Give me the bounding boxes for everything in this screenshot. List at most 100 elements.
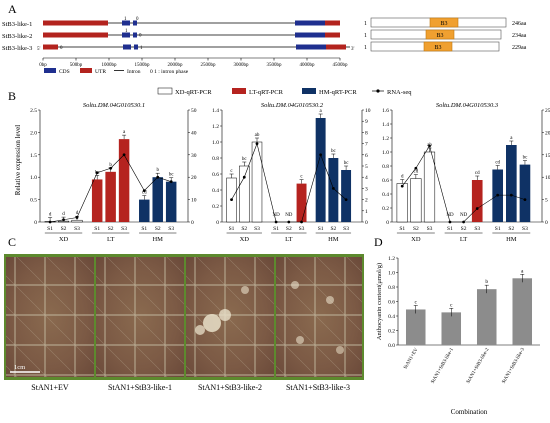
cds-block <box>295 32 325 38</box>
legend-xd-label: XD-qRT-PCR <box>175 89 212 96</box>
significance-label: cd <box>475 171 480 176</box>
y-tick-label-right: 25 <box>545 108 550 114</box>
rnaseq-point <box>331 187 335 190</box>
y-tick-label-left: 0.8 <box>382 164 389 170</box>
x-tick-label: StAN1+StB3-like-3 <box>502 347 527 385</box>
panel-label-b: B <box>8 89 16 103</box>
expression-bar <box>519 164 531 222</box>
significance-label: bc <box>331 149 337 154</box>
expression-bar <box>423 151 436 223</box>
panel-b-legend: XD-qRT-PCR LT-qRT-PCR HM-qRT-PCR RNA-seq <box>157 87 412 96</box>
rnaseq-point <box>242 175 246 179</box>
expression-bar <box>296 183 307 222</box>
significance-label: ND <box>460 213 468 218</box>
x-tick-label: S1 <box>229 226 235 232</box>
y-tick-label-left: 2.0 <box>30 130 37 136</box>
cds-block <box>295 20 325 26</box>
intron-phase: 0 <box>136 17 139 22</box>
rnaseq-point <box>95 171 99 175</box>
y-tick-label-right: 0 <box>191 220 194 226</box>
legend-utr-label: UTR <box>95 69 106 75</box>
y-tick-label: 0.2 <box>388 329 395 335</box>
photo-label-1: StAN1+EV <box>31 383 69 392</box>
cds-block <box>122 32 130 38</box>
legend-lt-swatch <box>232 88 246 94</box>
scale-bar-label: 1cm <box>14 364 25 371</box>
x-tick-label: S2 <box>108 226 114 232</box>
y-tick-label-left: 1.6 <box>382 108 389 114</box>
utr-block <box>326 44 346 50</box>
infiltration-spot <box>296 336 304 344</box>
rnaseq-point <box>319 153 323 157</box>
cds-block <box>133 32 137 38</box>
scale-tick-label: 3000bp <box>234 63 250 68</box>
expression-bar <box>71 219 83 223</box>
cds-block <box>122 20 130 26</box>
significance-label: bc <box>242 157 248 162</box>
utr-block <box>43 32 108 38</box>
y-tick-label-right: 10 <box>545 175 550 181</box>
rnaseq-point <box>62 218 65 222</box>
infiltration-spot <box>195 325 205 335</box>
rnaseq-point <box>274 220 278 224</box>
x-tick-label: S2 <box>330 226 336 232</box>
significance-label: cd <box>413 170 418 175</box>
significance-label: cd <box>495 161 500 166</box>
significance-label: cd <box>142 191 147 196</box>
expression-bar <box>396 183 408 223</box>
significance-label: a <box>320 109 323 114</box>
x-tick-label: S2 <box>155 226 161 232</box>
significance-label: ab <box>255 133 260 138</box>
x-tick-label: S2 <box>61 226 67 232</box>
legend-cds-swatch <box>44 68 56 73</box>
significance-label: a <box>510 136 513 141</box>
cds-block <box>133 20 137 26</box>
significance-label: bc <box>344 161 350 166</box>
b3-domain-2 <box>425 29 455 40</box>
utr-end-label: 3' <box>351 47 355 52</box>
rnaseq-point <box>156 175 160 179</box>
y-tick-label-right: 0 <box>365 220 368 226</box>
y-tick-label-left: 0 <box>216 220 219 226</box>
significance-label: d <box>62 212 65 217</box>
x-tick-label: S1 <box>495 226 501 232</box>
expression-bar <box>118 139 130 222</box>
intron-phase: 0 <box>60 46 63 51</box>
gene-label-3: StB3-like-3 <box>2 45 32 52</box>
chart-title: Soltu.DM.04G010530.3 <box>436 102 499 109</box>
infiltration-spot <box>291 281 299 289</box>
y-tick-label-left: 1.5 <box>30 153 37 159</box>
significance-label: ND <box>446 213 454 218</box>
y-tick-label: 1.0 <box>388 271 395 277</box>
y-tick-label: 0.0 <box>388 343 395 349</box>
y-tick-label-right: 4 <box>365 175 368 181</box>
rnaseq-point <box>448 220 452 224</box>
rnaseq-point <box>414 166 418 170</box>
expression-bar <box>410 178 422 223</box>
gene-structure-panel: StB3-like-1 StB3-like-2 StB3-like-3 1 0 … <box>2 17 527 75</box>
rnaseq-point <box>75 216 79 219</box>
y-tick-label-left: 0.5 <box>30 198 37 204</box>
rnaseq-point <box>496 193 500 197</box>
rnaseq-point <box>462 220 465 224</box>
y-tick-label-right: 50 <box>191 108 197 114</box>
expression-bar <box>506 145 517 222</box>
y-tick-label-left: 0.8 <box>212 156 219 162</box>
infiltration-spot <box>336 346 344 354</box>
leaf-photo-1 <box>6 257 94 377</box>
panel-label-d: D <box>374 235 383 249</box>
significance-label: ND <box>272 213 280 218</box>
y-tick-label-left: 0.6 <box>212 172 219 178</box>
group-label: LT <box>285 236 292 243</box>
cds-block <box>134 44 138 50</box>
significance-label: d <box>76 211 79 216</box>
y-tick-label-right: 2 <box>365 198 368 204</box>
photo-label-3: StAN1+StB3-like-2 <box>198 383 262 392</box>
scale-tick-label: 4000bp <box>300 63 316 68</box>
protein-length: 246aa <box>512 21 527 27</box>
protein-length: 229aa <box>512 45 527 51</box>
x-tick-label: S2 <box>241 226 247 232</box>
protein-start: 1 <box>364 45 367 51</box>
significance-label: d <box>49 213 52 218</box>
y-tick-label-left: 1.2 <box>212 124 219 130</box>
